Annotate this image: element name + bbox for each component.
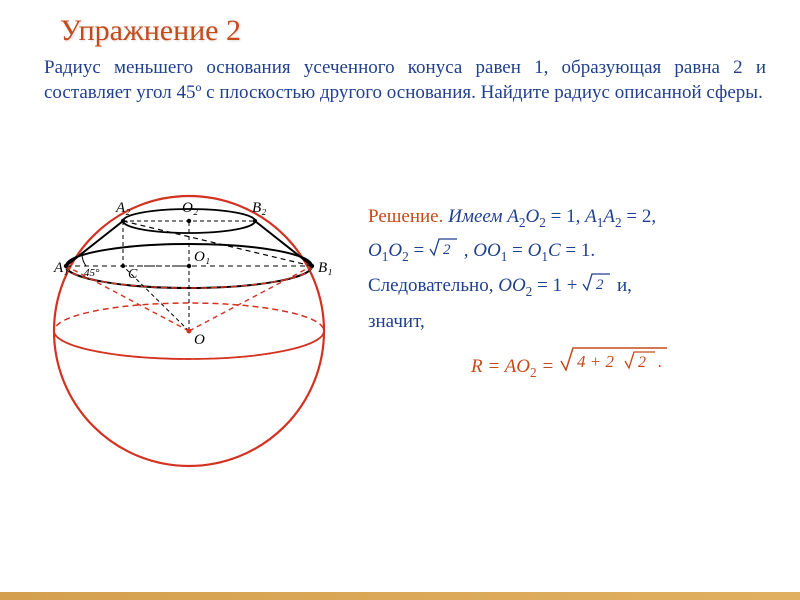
title: Упражнение 2 <box>60 14 241 48</box>
slide-bottom-accent <box>0 592 800 600</box>
sqrt2-icon-2: 2 <box>582 271 612 304</box>
label-B2: B₂ <box>252 200 266 216</box>
label-C: C <box>128 267 138 282</box>
svg-text:2: 2 <box>638 354 646 371</box>
solution-label: Решение. <box>368 206 443 227</box>
answer-sqrt-icon: 4 + 2 2 . <box>559 344 669 385</box>
problem-statement: Радиус меньшего основания усеченного кон… <box>44 56 766 105</box>
svg-text:2: 2 <box>443 242 451 258</box>
label-O: O <box>194 332 205 348</box>
svg-text:4 + 2: 4 + 2 <box>577 352 614 371</box>
solution-block: Решение. Имеем A2O2 = 1, A1A2 = 2, O1O2 … <box>368 200 772 385</box>
label-O2: O₂ <box>182 200 198 216</box>
label-A2: A₂ <box>115 200 130 216</box>
label-angle: 45° <box>84 267 100 279</box>
truncated-cone-sphere-diagram: A₁ A₂ B₁ B₂ O₁ O₂ O C 45° <box>24 176 354 476</box>
sqrt2-icon: 2 <box>429 236 459 269</box>
svg-text:.: . <box>658 352 662 371</box>
label-A1: A₁ <box>53 260 68 276</box>
answer-formula: R = AO2 = 4 + 2 2 . <box>368 344 772 385</box>
svg-text:2: 2 <box>596 277 604 293</box>
label-B1: B₁ <box>318 260 332 276</box>
label-O1: O₁ <box>194 249 210 265</box>
